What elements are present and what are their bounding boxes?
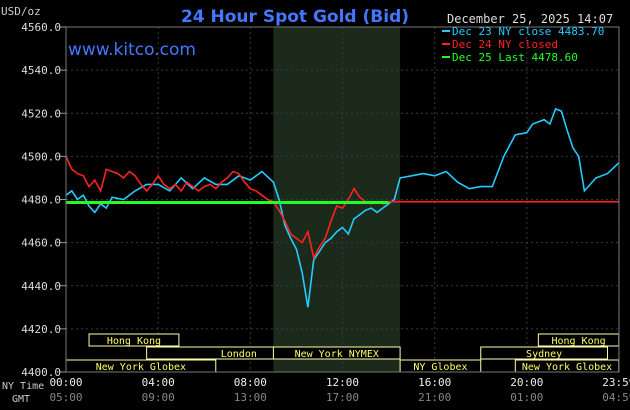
legend-entry: Dec 24 NY closed [452, 38, 558, 51]
session-label: Hong Kong [551, 336, 605, 347]
x-tick-label-gmt: 01:00 [510, 391, 543, 404]
y-tick-label: 4420.0 [21, 323, 61, 336]
session-label: Sydney [526, 349, 562, 360]
x-tick-label-ny: 00:00 [49, 376, 82, 389]
x-tick-label-ny: 04:00 [142, 376, 175, 389]
y-tick-label: 4460.0 [21, 237, 61, 250]
ny-time-row-label: NY Time [2, 381, 44, 392]
x-tick-label-gmt: 21:00 [418, 391, 451, 404]
y-tick-label: 4400.0 [21, 366, 61, 379]
x-axis-ticks: 00:00 05:00 04:00 09:00 08:00 13:00 12:00 17:00… [49, 376, 630, 404]
y-tick-label: 4480.0 [21, 194, 61, 207]
session-bar [272, 346, 401, 360]
session-bar [88, 333, 180, 347]
x-tick-label-ny: 12:00 [326, 376, 359, 389]
y-axis-ticks: 4560.0 4540.0 4520.0 4500.0 4480.0 4460.0 4440… [21, 21, 66, 379]
legend-entry: Dec 23 NY close 4483.70 [452, 25, 604, 38]
session-bar [480, 346, 608, 360]
website-label: www.kitco.com [68, 40, 196, 60]
session-label: NY Globex [413, 362, 467, 373]
x-tick-label-ny: 08:00 [234, 376, 267, 389]
session-label: New York Globex [522, 362, 612, 373]
chart-title: 24 Hour Spot Gold (Bid) [181, 7, 409, 27]
market-sessions: Hong Kong London New York Globex New York N… [65, 333, 620, 373]
y-tick-label: 4500.0 [21, 150, 61, 163]
session-label: London [221, 349, 257, 360]
chart-timestamp: December 25, 2025 14:07 [447, 12, 613, 26]
x-tick-label-gmt: 13:00 [234, 391, 267, 404]
legend-entry: Dec 25 Last 4478.60 [452, 51, 578, 64]
x-tick-label-ny: 23:59 [602, 376, 630, 389]
y-tick-label: 4440.0 [21, 280, 61, 293]
x-tick-label-gmt: 17:00 [326, 391, 359, 404]
session-label: New York Globex [96, 362, 186, 373]
series-layer [65, 107, 620, 308]
x-tick-label-gmt: 09:00 [142, 391, 175, 404]
x-tick-label-ny: 20:00 [510, 376, 543, 389]
x-tick-label-gmt: 05:00 [49, 391, 82, 404]
y-tick-label: 4540.0 [21, 64, 61, 77]
session-label: New York NYMEX [295, 349, 379, 360]
gmt-row-label: GMT [12, 394, 30, 405]
y-tick-label: 4520.0 [21, 107, 61, 120]
x-tick-label-ny: 16:00 [418, 376, 451, 389]
session-label: Hong Kong [107, 336, 161, 347]
y-axis-unit-label: USD/oz [1, 5, 41, 18]
x-tick-label-gmt: 04:59 [602, 391, 630, 404]
y-tick-label: 4560.0 [21, 21, 61, 34]
